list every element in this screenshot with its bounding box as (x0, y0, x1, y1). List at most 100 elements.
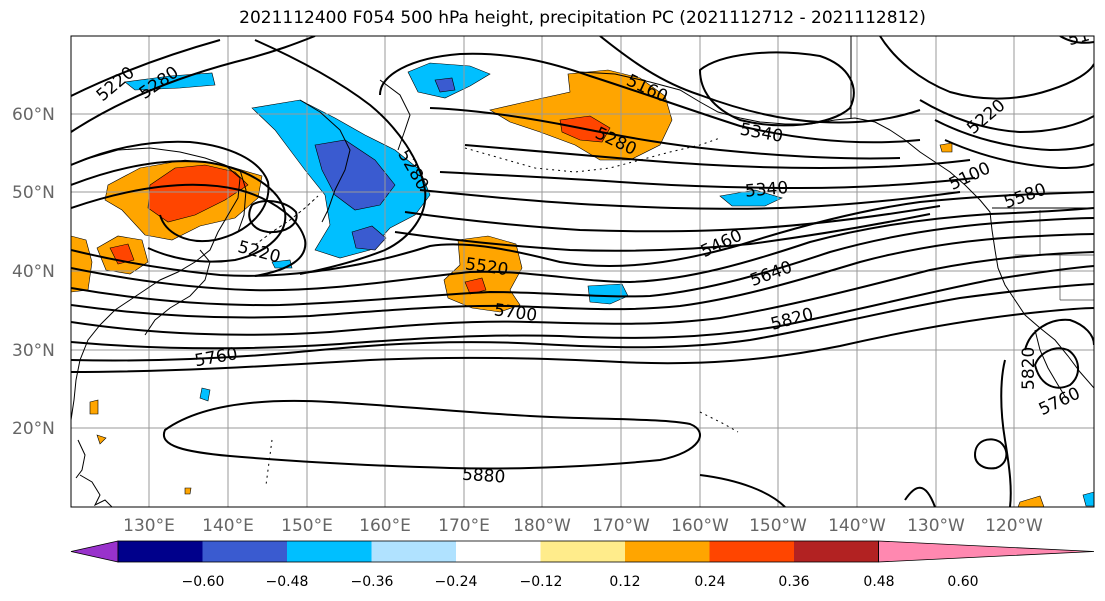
colorbar-tick-label: 0.36 (778, 574, 809, 590)
contour-label: 5340 (744, 178, 789, 202)
mariana-islands (265, 439, 273, 486)
contour-label: 5820 (1019, 347, 1039, 390)
precip-positive-area (96, 434, 107, 445)
colorbar-segment (456, 541, 541, 562)
height-contour (71, 207, 1094, 292)
height-contour (1024, 318, 1094, 351)
kamchatka-coastline (299, 99, 351, 223)
colorbar-segment (371, 541, 457, 562)
colorbar-tick-label: −0.48 (266, 574, 309, 590)
precip-positive-area (184, 487, 192, 495)
height-contour (419, 189, 961, 210)
height-contour (71, 307, 1094, 373)
lon-label: 120°W (985, 516, 1043, 536)
colorbar-segment (202, 541, 288, 562)
precip-positive-area (89, 399, 99, 415)
lon-label: 160°E (359, 516, 411, 536)
colorbar-tick-label: 0.60 (947, 574, 978, 590)
height-contour (698, 51, 855, 127)
height-contour (71, 283, 1094, 362)
colorbar-segment (540, 541, 626, 562)
height-contour (599, 36, 921, 124)
colorbar (70, 540, 1095, 563)
colorbar-segment (118, 541, 203, 562)
lon-axis: 130°E 140°E 150°E 160°E 170°E 180°W 170°… (123, 516, 1043, 536)
colorbar-segment (709, 541, 795, 562)
height-contour (973, 438, 1008, 470)
height-contour (699, 474, 786, 507)
colorbar-tick-label: −0.36 (351, 574, 394, 590)
colorbar-tick-label: 0.24 (694, 574, 725, 590)
precip-positive-area (1017, 495, 1045, 507)
height-contour (71, 140, 270, 243)
height-contour (1059, 36, 1094, 44)
height-contour (1033, 347, 1079, 389)
baja-coastline (1034, 329, 1067, 399)
height-contour (379, 52, 921, 144)
precip-positive-area (71, 235, 93, 293)
height-contour (904, 486, 936, 507)
philippines-coastline (79, 474, 113, 507)
map-panel: 5220 5280 5220 5280 5160 5280 5340 5220 … (71, 36, 1094, 507)
hawaii-islands (699, 411, 739, 433)
colorbar-segment (794, 541, 879, 562)
colorbar-tick-label: −0.60 (182, 574, 225, 590)
height-contour (71, 183, 307, 277)
height-contour (404, 205, 941, 233)
precip-positive-area (939, 142, 953, 153)
height-contour (71, 251, 1094, 336)
lon-label: 140°E (202, 516, 254, 536)
precip-negative-area (719, 189, 783, 207)
lat-label: 30°N (12, 341, 55, 361)
taiwan-coastline (75, 439, 86, 479)
map-frame (70, 35, 1095, 508)
lat-label: 20°N (12, 419, 55, 439)
colorbar-tick-label: −0.24 (435, 574, 478, 590)
lat-axis: 60°N 50°N 40°N 30°N 20°N (12, 105, 55, 439)
colorbar-frame (117, 540, 879, 563)
map-title: 2021112400 F054 500 hPa height, precipit… (239, 8, 926, 28)
lon-label: 150°W (749, 516, 807, 536)
precip-negative-area (587, 283, 629, 305)
lat-label: 40°N (12, 262, 55, 282)
lon-label: 130°W (907, 516, 965, 536)
chukotka-coastline (379, 79, 411, 151)
height-contour (71, 36, 316, 133)
colorbar-tick-label: −0.12 (520, 574, 563, 590)
height-contour (71, 160, 287, 263)
precip-negative-area (199, 387, 211, 402)
lon-label: 160°W (671, 516, 729, 536)
height-contour (1000, 359, 1012, 507)
colorbar-ticks: −0.60 −0.48 −0.36 −0.24 −0.12 0.12 0.24 … (182, 574, 979, 590)
height-contour (162, 399, 701, 470)
lon-label: 180°W (513, 516, 571, 536)
height-contours (71, 36, 1094, 507)
height-contour (934, 119, 1094, 152)
height-contour (254, 39, 427, 275)
lat-label: 50°N (12, 183, 55, 203)
kuril-islands (254, 195, 319, 246)
lon-label: 130°E (123, 516, 175, 536)
height-contour (71, 217, 1094, 307)
colorbar-segment (287, 541, 372, 562)
height-contour (71, 233, 1094, 319)
contour-label: 5880 (461, 465, 506, 488)
height-contour (429, 107, 901, 160)
lon-label: 150°E (281, 516, 333, 536)
colorbar-tick-label: 0.12 (609, 574, 640, 590)
colorbar-segment (625, 541, 710, 562)
height-contour (879, 36, 1094, 100)
height-contour (919, 99, 1094, 134)
height-contour (71, 265, 1094, 350)
alaska-coastline (579, 71, 876, 125)
height-contour (439, 171, 976, 190)
precip-negative-area (434, 77, 456, 93)
height-contour (71, 191, 1094, 277)
north-america-coastline (874, 121, 1094, 389)
height-contour (944, 139, 1094, 170)
height-contour (464, 144, 971, 170)
precip-negative-area (351, 225, 387, 251)
precip-positive-area (464, 277, 487, 295)
lon-label: 170°E (438, 516, 490, 536)
